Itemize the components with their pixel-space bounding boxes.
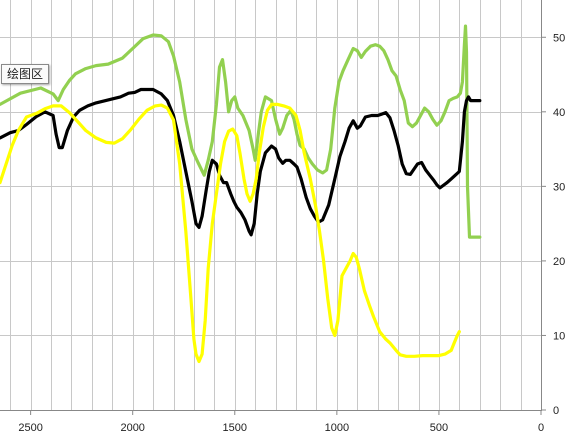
y-tick-label: 30 [553, 181, 565, 193]
y-tick-label: 10 [553, 330, 565, 342]
x-tick-label: 1000 [325, 422, 349, 434]
series-line-3 [0, 102, 461, 364]
gridlines [0, 0, 542, 411]
series-line-2 [0, 87, 482, 237]
axes: 2500 2000 1500 1000 500 00 10 20 30 40 50 [0, 0, 565, 434]
series-line-1 [0, 24, 482, 239]
series-layer [0, 24, 482, 364]
x-tick-label: 0 [538, 422, 544, 434]
y-tick-label: 20 [553, 256, 565, 268]
x-tick-label: 2000 [120, 422, 144, 434]
x-tick-label: 1500 [223, 422, 247, 434]
y-tick-label: 0 [553, 405, 559, 417]
x-tick-label: 2500 [18, 422, 42, 434]
x-tick-label: 500 [430, 422, 448, 434]
y-tick-label: 50 [553, 32, 565, 44]
plot-area-tooltip: 绘图区 [1, 64, 50, 84]
y-tick-label: 40 [553, 107, 565, 119]
